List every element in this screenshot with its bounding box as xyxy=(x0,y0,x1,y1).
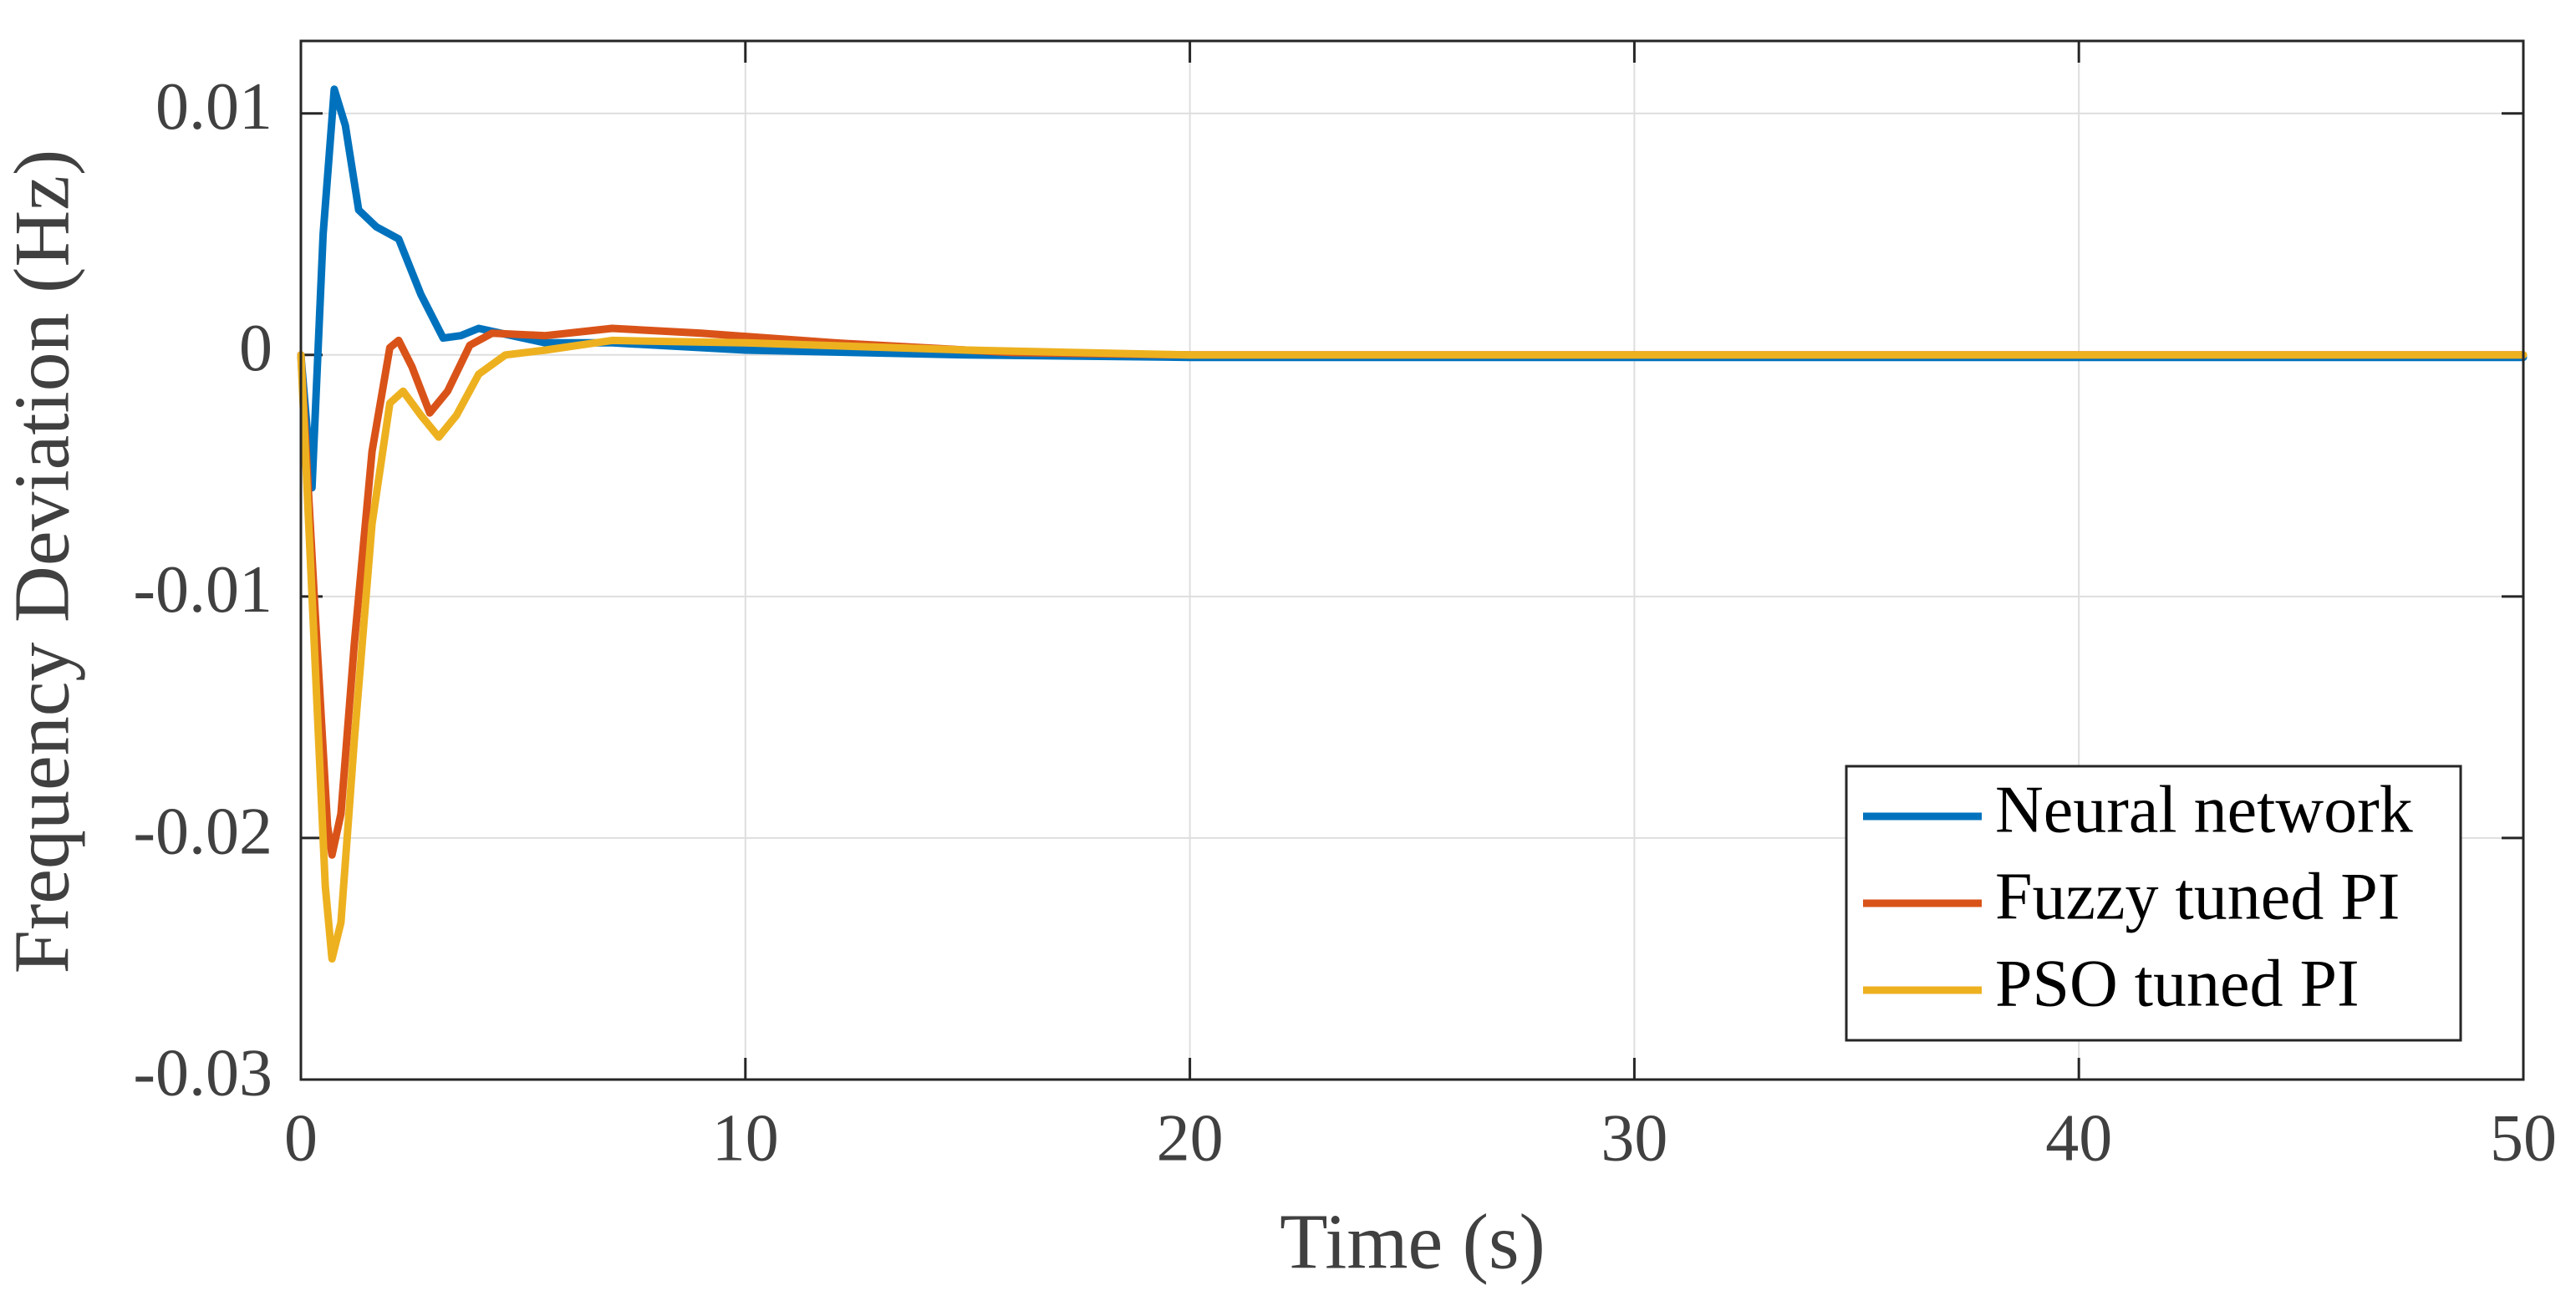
legend-label: PSO tuned PI xyxy=(1995,947,2360,1020)
legend-label: Neural network xyxy=(1995,773,2413,846)
x-tick-label: 50 xyxy=(2490,1101,2557,1175)
x-tick-label: 20 xyxy=(1157,1101,1224,1175)
y-tick-label: 0 xyxy=(239,312,272,385)
x-tick-label: 30 xyxy=(1601,1101,1667,1175)
x-tick-label: 40 xyxy=(2045,1101,2112,1175)
y-tick-label: -0.01 xyxy=(133,553,272,627)
series-line xyxy=(297,336,2528,963)
y-axis-label: Frequency Deviation (Hz) xyxy=(0,150,86,974)
y-tick-label: -0.02 xyxy=(133,795,272,868)
y-tick-label: 0.01 xyxy=(155,70,272,144)
series-line xyxy=(297,324,2528,859)
legend-label: Fuzzy tuned PI xyxy=(1995,860,2400,933)
x-axis-label: Time (s) xyxy=(1280,1199,1545,1286)
x-tick-label: 10 xyxy=(712,1101,779,1175)
y-tick-label: -0.03 xyxy=(133,1036,272,1110)
series-line xyxy=(297,85,2528,492)
plot-frame xyxy=(299,39,2525,1081)
x-tick-label: 0 xyxy=(284,1101,318,1175)
legend: Neural network Fuzzy tuned PI PSO tuned PI xyxy=(1845,765,2462,1042)
